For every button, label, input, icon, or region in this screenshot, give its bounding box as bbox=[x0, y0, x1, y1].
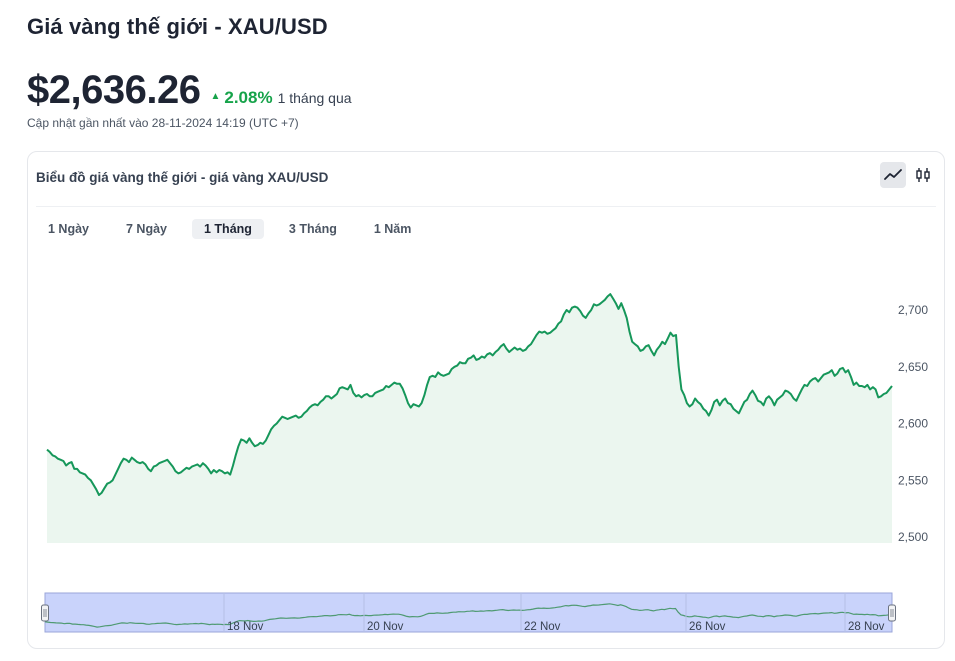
range-tab-3m[interactable]: 3 Tháng bbox=[288, 222, 337, 236]
line-chart-button[interactable] bbox=[880, 162, 906, 188]
line-chart-icon bbox=[884, 169, 902, 180]
chart-card: Biểu đồ giá vàng thế giới - giá vàng XAU… bbox=[27, 151, 945, 649]
x-tick-label: 22 Nov bbox=[524, 621, 561, 633]
range-tab-7d[interactable]: 7 Ngày bbox=[126, 222, 167, 236]
chart-type-toggle bbox=[880, 162, 936, 188]
price-change: 2.08% bbox=[224, 88, 273, 107]
caret-up-icon: ▲ bbox=[210, 91, 221, 102]
candlestick-icon bbox=[916, 168, 930, 182]
range-tab-1d[interactable]: 1 Ngày bbox=[48, 222, 89, 236]
candlestick-button[interactable] bbox=[910, 162, 936, 188]
last-updated: Cập nhật gần nhất vào 28-11-2024 14:19 (… bbox=[27, 116, 299, 130]
change-period: 1 tháng qua bbox=[277, 90, 352, 106]
y-tick-label: 2,600 bbox=[898, 417, 928, 431]
y-tick-label: 2,550 bbox=[898, 473, 928, 487]
y-tick-label: 2,500 bbox=[898, 530, 928, 544]
navigator-handle-left[interactable] bbox=[41, 604, 49, 622]
y-tick-label: 2,650 bbox=[898, 360, 928, 374]
price-area bbox=[47, 294, 892, 543]
x-tick-label: 28 Nov bbox=[848, 621, 885, 633]
range-tab-1y[interactable]: 1 Năm bbox=[373, 222, 412, 236]
card-divider bbox=[36, 206, 936, 207]
navigator-window[interactable] bbox=[44, 592, 893, 633]
range-tabs: 1 Ngày 7 Ngày 1 Tháng 3 Tháng 1 Năm bbox=[36, 219, 436, 239]
chart-card-title: Biểu đồ giá vàng thế giới - giá vàng XAU… bbox=[36, 170, 329, 185]
navigator-line bbox=[44, 603, 893, 628]
price-row: $2,636.26 ▲ 2.08% 1 tháng qua bbox=[27, 68, 352, 113]
x-tick-label: 18 Nov bbox=[227, 621, 264, 633]
x-tick-label: 26 Nov bbox=[689, 621, 726, 633]
current-price: $2,636.26 bbox=[27, 68, 201, 112]
range-tab-1m[interactable]: 1 Tháng bbox=[192, 219, 264, 239]
navigator-handle-right[interactable] bbox=[888, 604, 896, 622]
page-title: Giá vàng thế giới - XAU/USD bbox=[27, 14, 328, 39]
price-line bbox=[46, 293, 893, 496]
y-tick-label: 2,700 bbox=[898, 303, 928, 317]
x-tick-label: 20 Nov bbox=[367, 621, 404, 633]
